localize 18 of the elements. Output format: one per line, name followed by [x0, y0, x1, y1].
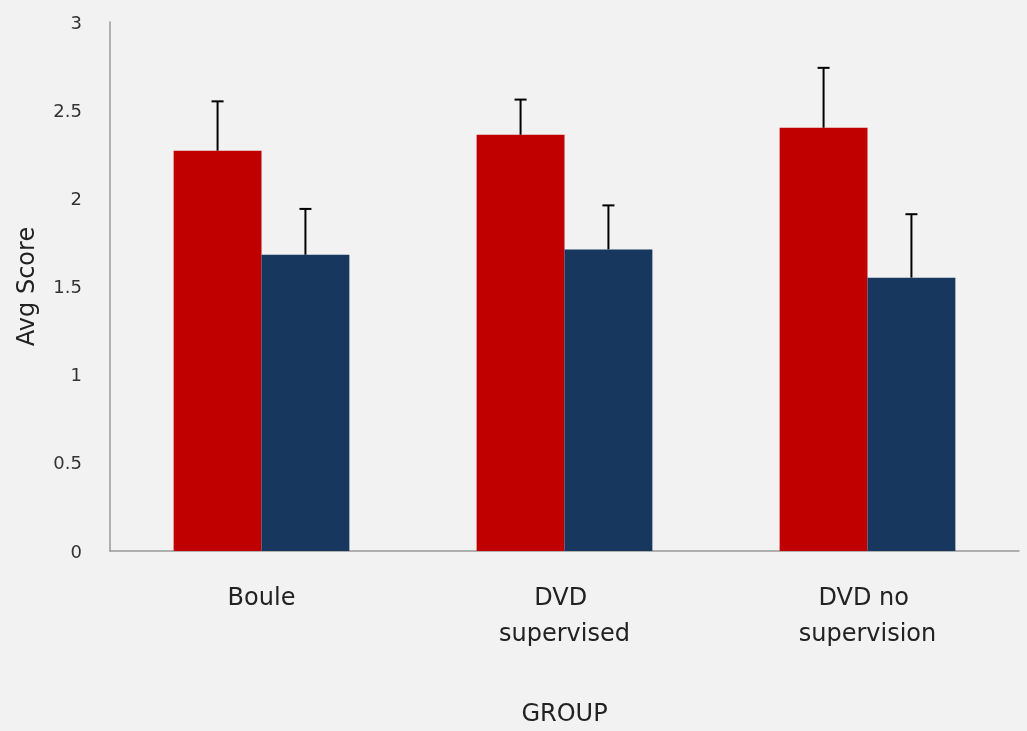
bar	[564, 249, 653, 551]
y-axis-title: Avg Score	[12, 226, 40, 347]
x-axis-title: GROUP	[521, 699, 608, 727]
y-tick-label: 0.5	[53, 452, 82, 474]
bar	[476, 134, 565, 551]
y-tick-label: 0	[70, 540, 82, 562]
bar	[173, 150, 262, 551]
x-tick-label: DVD no supervision	[798, 583, 937, 647]
y-tick-label: 1	[70, 364, 82, 386]
x-tick-label: Boule	[227, 583, 296, 611]
y-tick-label: 1.5	[53, 276, 82, 297]
bar	[779, 127, 868, 551]
x-tick-label: DVD supervised	[499, 583, 630, 647]
y-tick-label: 2.5	[53, 99, 82, 121]
y-tick-label: 3	[70, 11, 82, 33]
bar	[261, 254, 350, 551]
y-tick-label: 2	[70, 187, 82, 209]
bar	[867, 277, 956, 551]
